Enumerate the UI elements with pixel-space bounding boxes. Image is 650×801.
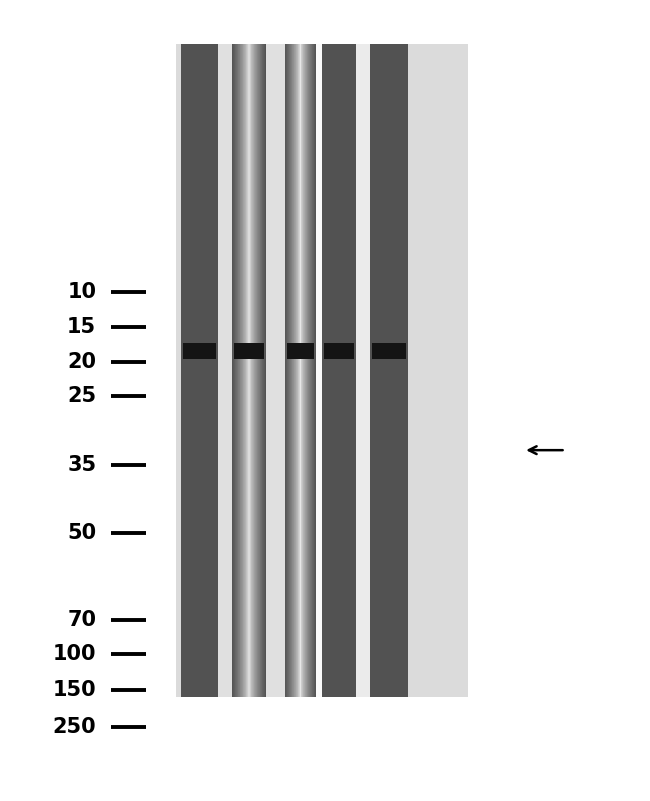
Text: 50: 50 bbox=[67, 523, 96, 542]
Text: 20: 20 bbox=[67, 352, 96, 372]
Bar bbox=[324, 343, 354, 359]
Bar bbox=[372, 343, 406, 359]
Text: 35: 35 bbox=[67, 455, 96, 474]
Bar bbox=[266, 44, 285, 697]
Text: 15: 15 bbox=[67, 317, 96, 336]
Text: 70: 70 bbox=[67, 610, 96, 630]
Bar bbox=[234, 343, 264, 359]
Bar bbox=[218, 44, 232, 697]
Text: 10: 10 bbox=[67, 282, 96, 301]
Bar bbox=[316, 44, 322, 697]
Text: 250: 250 bbox=[53, 718, 96, 737]
Bar bbox=[287, 343, 314, 359]
Bar bbox=[176, 44, 468, 697]
Text: 150: 150 bbox=[53, 681, 96, 700]
Text: 25: 25 bbox=[67, 387, 96, 406]
Bar bbox=[356, 44, 370, 697]
Bar bbox=[183, 343, 216, 359]
Text: 100: 100 bbox=[53, 645, 96, 664]
